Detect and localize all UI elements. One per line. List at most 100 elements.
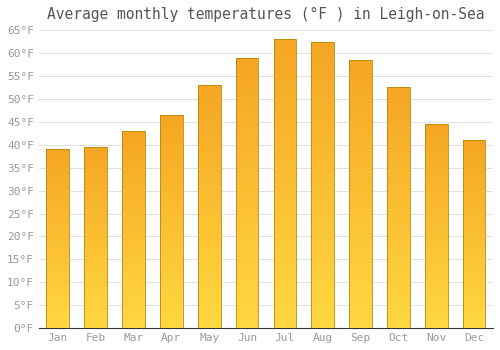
Bar xyxy=(160,247,182,249)
Bar xyxy=(122,308,145,310)
Bar xyxy=(160,117,182,119)
Bar xyxy=(198,289,220,292)
Bar xyxy=(198,287,220,289)
Bar xyxy=(312,199,334,202)
Bar xyxy=(122,151,145,153)
Bar xyxy=(236,196,258,198)
Bar xyxy=(387,212,410,215)
Bar xyxy=(160,311,182,313)
Bar xyxy=(312,70,334,73)
Bar xyxy=(160,251,182,253)
Bar xyxy=(122,287,145,289)
Bar xyxy=(463,242,485,244)
Bar xyxy=(425,153,448,155)
Bar xyxy=(236,288,258,290)
Bar xyxy=(387,196,410,198)
Bar xyxy=(160,303,182,305)
Bar xyxy=(274,282,296,285)
Bar xyxy=(84,301,107,303)
Bar xyxy=(84,147,107,328)
Bar xyxy=(122,131,145,133)
Bar xyxy=(425,255,448,257)
Bar xyxy=(463,214,485,215)
Bar xyxy=(84,254,107,256)
Bar xyxy=(463,311,485,313)
Bar xyxy=(349,309,372,312)
Bar xyxy=(463,167,485,168)
Bar xyxy=(463,229,485,230)
Bar xyxy=(84,288,107,290)
Bar xyxy=(160,140,182,143)
Bar xyxy=(463,182,485,183)
Bar xyxy=(274,204,296,207)
Bar xyxy=(349,143,372,146)
Bar xyxy=(463,219,485,221)
Bar xyxy=(312,285,334,288)
Bar xyxy=(425,259,448,261)
Bar xyxy=(160,115,182,117)
Bar xyxy=(236,109,258,112)
Bar xyxy=(198,299,220,301)
Bar xyxy=(463,326,485,328)
Bar xyxy=(236,60,258,63)
Bar xyxy=(274,57,296,60)
Bar xyxy=(46,232,69,233)
Bar xyxy=(236,122,258,125)
Bar xyxy=(387,160,410,162)
Bar xyxy=(274,68,296,71)
Bar xyxy=(349,269,372,272)
Bar xyxy=(198,280,220,282)
Bar xyxy=(387,227,410,230)
Bar xyxy=(274,108,296,112)
Bar xyxy=(387,239,410,241)
Bar xyxy=(349,87,372,89)
Bar xyxy=(387,88,410,328)
Bar xyxy=(198,90,220,92)
Bar xyxy=(84,180,107,181)
Bar xyxy=(122,224,145,226)
Bar xyxy=(274,80,296,83)
Bar xyxy=(198,165,220,168)
Bar xyxy=(46,176,69,178)
Bar xyxy=(274,227,296,230)
Bar xyxy=(349,202,372,205)
Bar xyxy=(236,98,258,101)
Bar xyxy=(236,241,258,244)
Bar xyxy=(425,159,448,161)
Bar xyxy=(122,139,145,141)
Bar xyxy=(312,107,334,110)
Bar xyxy=(312,150,334,153)
Bar xyxy=(84,153,107,154)
Bar xyxy=(312,194,334,196)
Bar xyxy=(312,317,334,320)
Bar xyxy=(387,205,410,208)
Bar xyxy=(122,156,145,159)
Bar xyxy=(349,194,372,197)
Bar xyxy=(463,255,485,257)
Bar xyxy=(387,150,410,152)
Bar xyxy=(425,265,448,267)
Bar xyxy=(236,293,258,296)
Bar xyxy=(312,239,334,242)
Bar xyxy=(387,222,410,225)
Bar xyxy=(46,324,69,327)
Bar xyxy=(160,324,182,326)
Bar xyxy=(274,218,296,221)
Bar xyxy=(236,225,258,228)
Bar xyxy=(349,296,372,299)
Bar xyxy=(463,142,485,144)
Bar xyxy=(84,317,107,319)
Bar xyxy=(46,296,69,298)
Bar xyxy=(46,156,69,158)
Bar xyxy=(84,248,107,250)
Bar xyxy=(387,131,410,133)
Bar xyxy=(46,284,69,285)
Bar xyxy=(463,300,485,302)
Bar xyxy=(236,280,258,282)
Bar xyxy=(84,230,107,232)
Bar xyxy=(274,314,296,317)
Bar xyxy=(463,174,485,176)
Bar xyxy=(349,191,372,194)
Bar xyxy=(463,232,485,234)
Bar xyxy=(274,175,296,178)
